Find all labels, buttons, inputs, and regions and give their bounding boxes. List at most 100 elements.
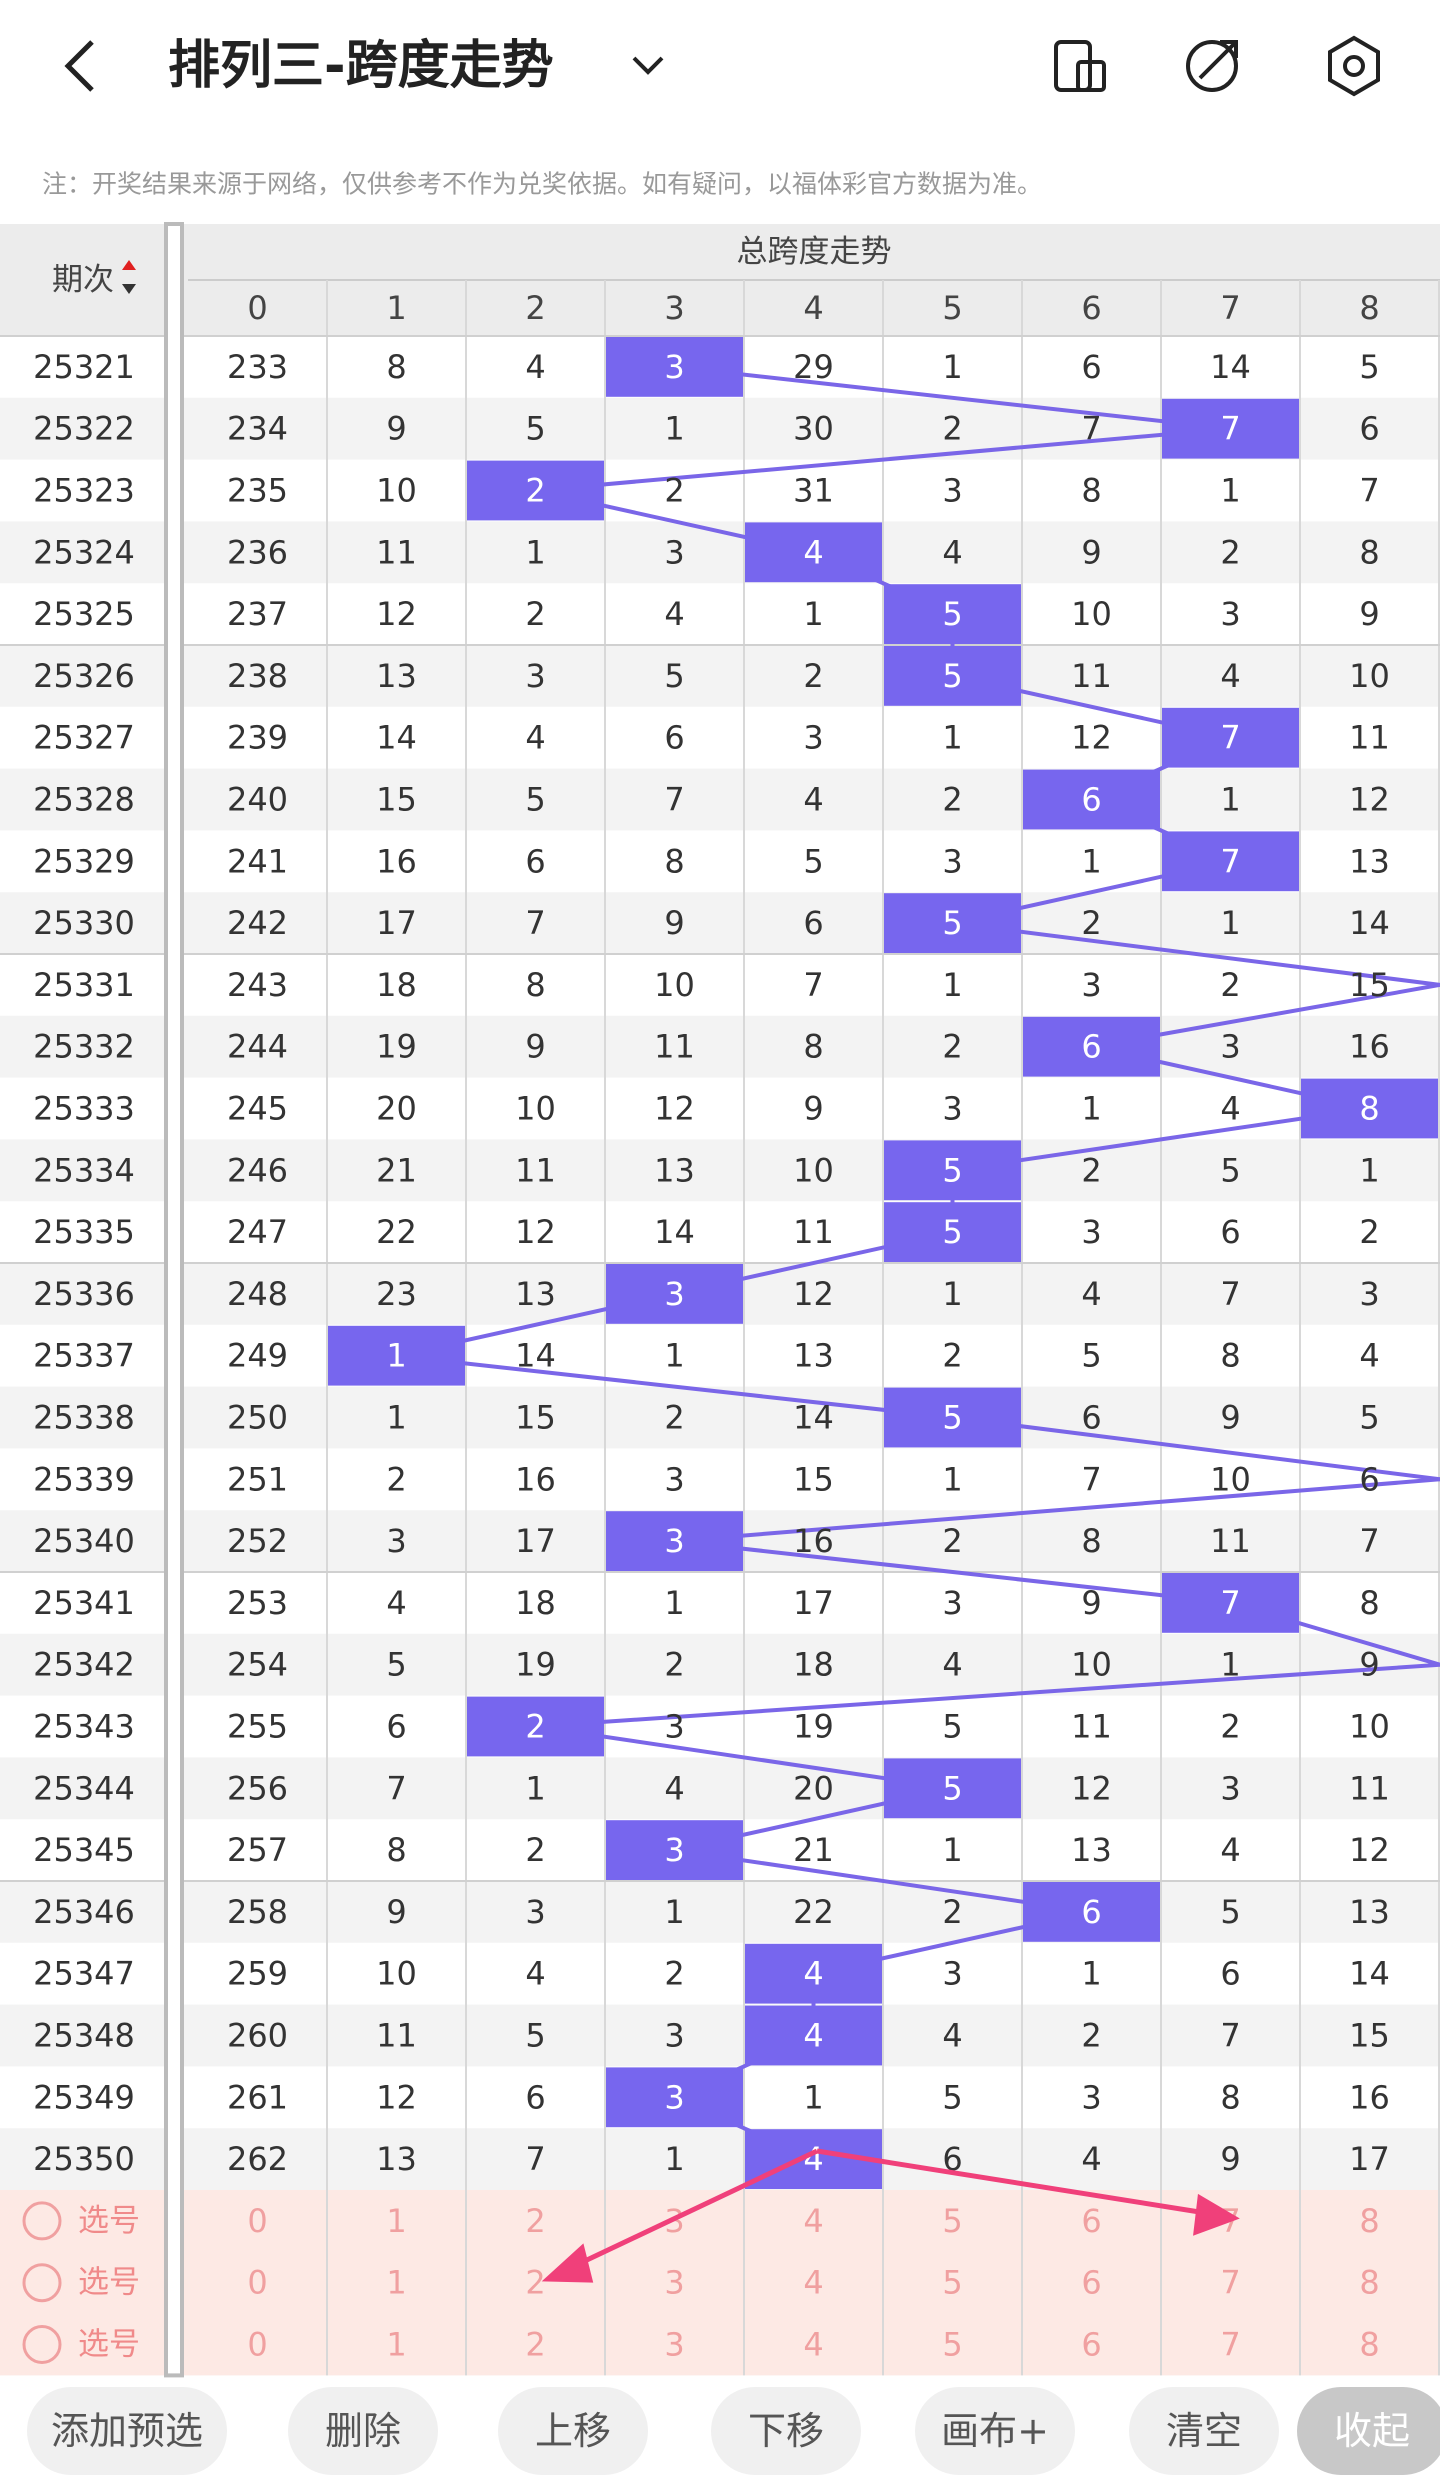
cell: 4 xyxy=(525,1955,545,1993)
select-cell[interactable]: 5 xyxy=(942,2326,962,2364)
cell: 235 xyxy=(227,472,288,510)
issue: 25350 xyxy=(33,2140,135,2178)
select-cell[interactable]: 4 xyxy=(803,2264,823,2302)
button-label: 下移 xyxy=(748,2409,824,2453)
select-cell[interactable]: 0 xyxy=(247,2264,267,2302)
icon-share[interactable] xyxy=(1188,42,1236,90)
cell: 3 xyxy=(1081,1213,1101,1251)
select-cell[interactable]: 8 xyxy=(1359,2264,1379,2302)
cell: 3 xyxy=(664,2078,684,2116)
cell: 236 xyxy=(227,533,288,571)
cell: 22 xyxy=(793,1893,834,1931)
issue: 25329 xyxy=(33,842,135,880)
cell: 6 xyxy=(1081,348,1101,386)
cell: 244 xyxy=(227,1028,288,1066)
cell: 7 xyxy=(1220,1584,1240,1622)
column-header: 8 xyxy=(1359,289,1379,327)
cell: 250 xyxy=(227,1399,288,1437)
select-cell[interactable]: 7 xyxy=(1220,2326,1240,2364)
cell: 12 xyxy=(515,1213,556,1251)
cell: 3 xyxy=(803,719,823,757)
cell: 8 xyxy=(803,1028,823,1066)
cell: 1 xyxy=(803,2078,823,2116)
icon-settings[interactable] xyxy=(1330,38,1378,94)
cell: 5 xyxy=(942,1213,962,1251)
select-cell[interactable]: 4 xyxy=(803,2326,823,2364)
select-cell[interactable]: 5 xyxy=(942,2202,962,2240)
cell: 2 xyxy=(664,1646,684,1684)
issue: 25334 xyxy=(33,1151,135,1189)
issue: 25331 xyxy=(33,966,135,1004)
select-cell[interactable]: 3 xyxy=(664,2264,684,2302)
cell: 259 xyxy=(227,1955,288,1993)
cell: 4 xyxy=(803,1955,823,1993)
select-cell[interactable]: 8 xyxy=(1359,2326,1379,2364)
cell: 1 xyxy=(664,410,684,448)
select-cell[interactable]: 6 xyxy=(1081,2326,1101,2364)
cell: 2 xyxy=(1081,2017,1101,2055)
cell: 6 xyxy=(1081,1028,1101,1066)
select-cell[interactable]: 4 xyxy=(803,2202,823,2240)
cell: 1 xyxy=(664,2140,684,2178)
cell: 3 xyxy=(664,533,684,571)
cell: 19 xyxy=(793,1708,834,1746)
button-label: 收起 xyxy=(1334,2409,1410,2453)
select-cell[interactable]: 7 xyxy=(1220,2264,1240,2302)
cell: 1 xyxy=(664,1584,684,1622)
select-cell[interactable]: 3 xyxy=(664,2326,684,2364)
cell: 4 xyxy=(525,348,545,386)
cell: 7 xyxy=(1220,410,1240,448)
issue: 25349 xyxy=(33,2078,135,2116)
cell: 6 xyxy=(1359,410,1379,448)
issue: 25330 xyxy=(33,904,135,942)
cell: 2 xyxy=(942,1028,962,1066)
select-cell[interactable]: 0 xyxy=(247,2202,267,2240)
cell: 14 xyxy=(376,719,417,757)
cell: 8 xyxy=(1359,1090,1379,1128)
select-cell[interactable]: 0 xyxy=(247,2326,267,2364)
cell: 14 xyxy=(1210,348,1251,386)
select-cell[interactable]: 1 xyxy=(386,2202,406,2240)
button-label: 画布+ xyxy=(941,2409,1049,2453)
cell: 6 xyxy=(525,2078,545,2116)
back-button[interactable] xyxy=(68,42,92,90)
cell: 11 xyxy=(376,2017,417,2055)
issue: 25325 xyxy=(33,595,135,633)
cell: 20 xyxy=(793,1769,834,1807)
cell: 30 xyxy=(793,410,834,448)
cell: 14 xyxy=(1349,1955,1390,1993)
cell: 248 xyxy=(227,1275,288,1313)
cell: 22 xyxy=(376,1213,417,1251)
select-cell[interactable]: 1 xyxy=(386,2326,406,2364)
cell: 17 xyxy=(515,1522,556,1560)
select-cell[interactable]: 2 xyxy=(525,2202,545,2240)
select-cell[interactable]: 5 xyxy=(942,2264,962,2302)
cell: 10 xyxy=(376,1955,417,1993)
dropdown[interactable] xyxy=(634,58,662,72)
select-cell[interactable]: 6 xyxy=(1081,2264,1101,2302)
icon-layout[interactable] xyxy=(1056,42,1104,90)
cell: 242 xyxy=(227,904,288,942)
cell: 9 xyxy=(1359,595,1379,633)
select-cell[interactable]: 2 xyxy=(525,2326,545,2364)
cell: 8 xyxy=(525,966,545,1004)
select-cell[interactable]: 6 xyxy=(1081,2202,1101,2240)
issue-header: 期次 xyxy=(52,262,114,298)
select-cell[interactable]: 1 xyxy=(386,2264,406,2302)
select-cell[interactable]: 8 xyxy=(1359,2202,1379,2240)
select-cell[interactable]: 2 xyxy=(525,2264,545,2302)
cell: 5 xyxy=(1081,1337,1101,1375)
cell: 2 xyxy=(664,472,684,510)
cell: 237 xyxy=(227,595,288,633)
cell: 257 xyxy=(227,1831,288,1869)
issue: 25342 xyxy=(33,1646,135,1684)
cell: 1 xyxy=(1081,1955,1101,1993)
select-label: 选号 xyxy=(78,2327,140,2363)
cell: 10 xyxy=(1349,657,1390,695)
cell: 1 xyxy=(1359,1151,1379,1189)
cell: 2 xyxy=(386,1460,406,1498)
cell: 8 xyxy=(1081,472,1101,510)
cell: 10 xyxy=(1071,595,1112,633)
cell: 2 xyxy=(942,781,962,819)
issue: 25340 xyxy=(33,1522,135,1560)
